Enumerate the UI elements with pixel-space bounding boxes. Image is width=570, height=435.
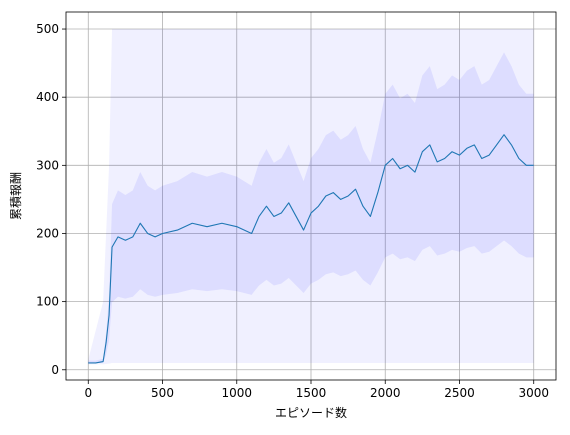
x-axis: 0 500 1000 1500 2000 2500 3000: [84, 380, 549, 400]
x-tick-label: 2500: [444, 386, 475, 400]
y-axis: 0 100 200 300 400 500: [36, 22, 66, 377]
y-tick-label: 100: [36, 295, 59, 309]
mean-reward-line: [88, 134, 534, 364]
y-tick-label: 500: [36, 22, 59, 36]
x-tick-label: 500: [151, 386, 174, 400]
x-tick-label: 2000: [370, 386, 401, 400]
y-axis-label: 累積報酬: [8, 172, 23, 220]
x-axis-label: エピソード数: [275, 405, 347, 420]
x-tick-label: 3000: [518, 386, 549, 400]
shaded-range: [88, 29, 534, 365]
mean-line-layer: [88, 134, 534, 364]
reward-spread-band: [88, 52, 534, 363]
x-tick-label: 1000: [221, 386, 252, 400]
x-tick-label: 1500: [296, 386, 327, 400]
y-tick-label: 200: [36, 226, 59, 240]
y-tick-label: 300: [36, 158, 59, 172]
x-tick-label: 0: [84, 386, 92, 400]
reward-range-band: [88, 29, 534, 365]
y-tick-label: 400: [36, 90, 59, 104]
grid: [66, 12, 556, 380]
y-tick-label: 0: [51, 363, 59, 377]
